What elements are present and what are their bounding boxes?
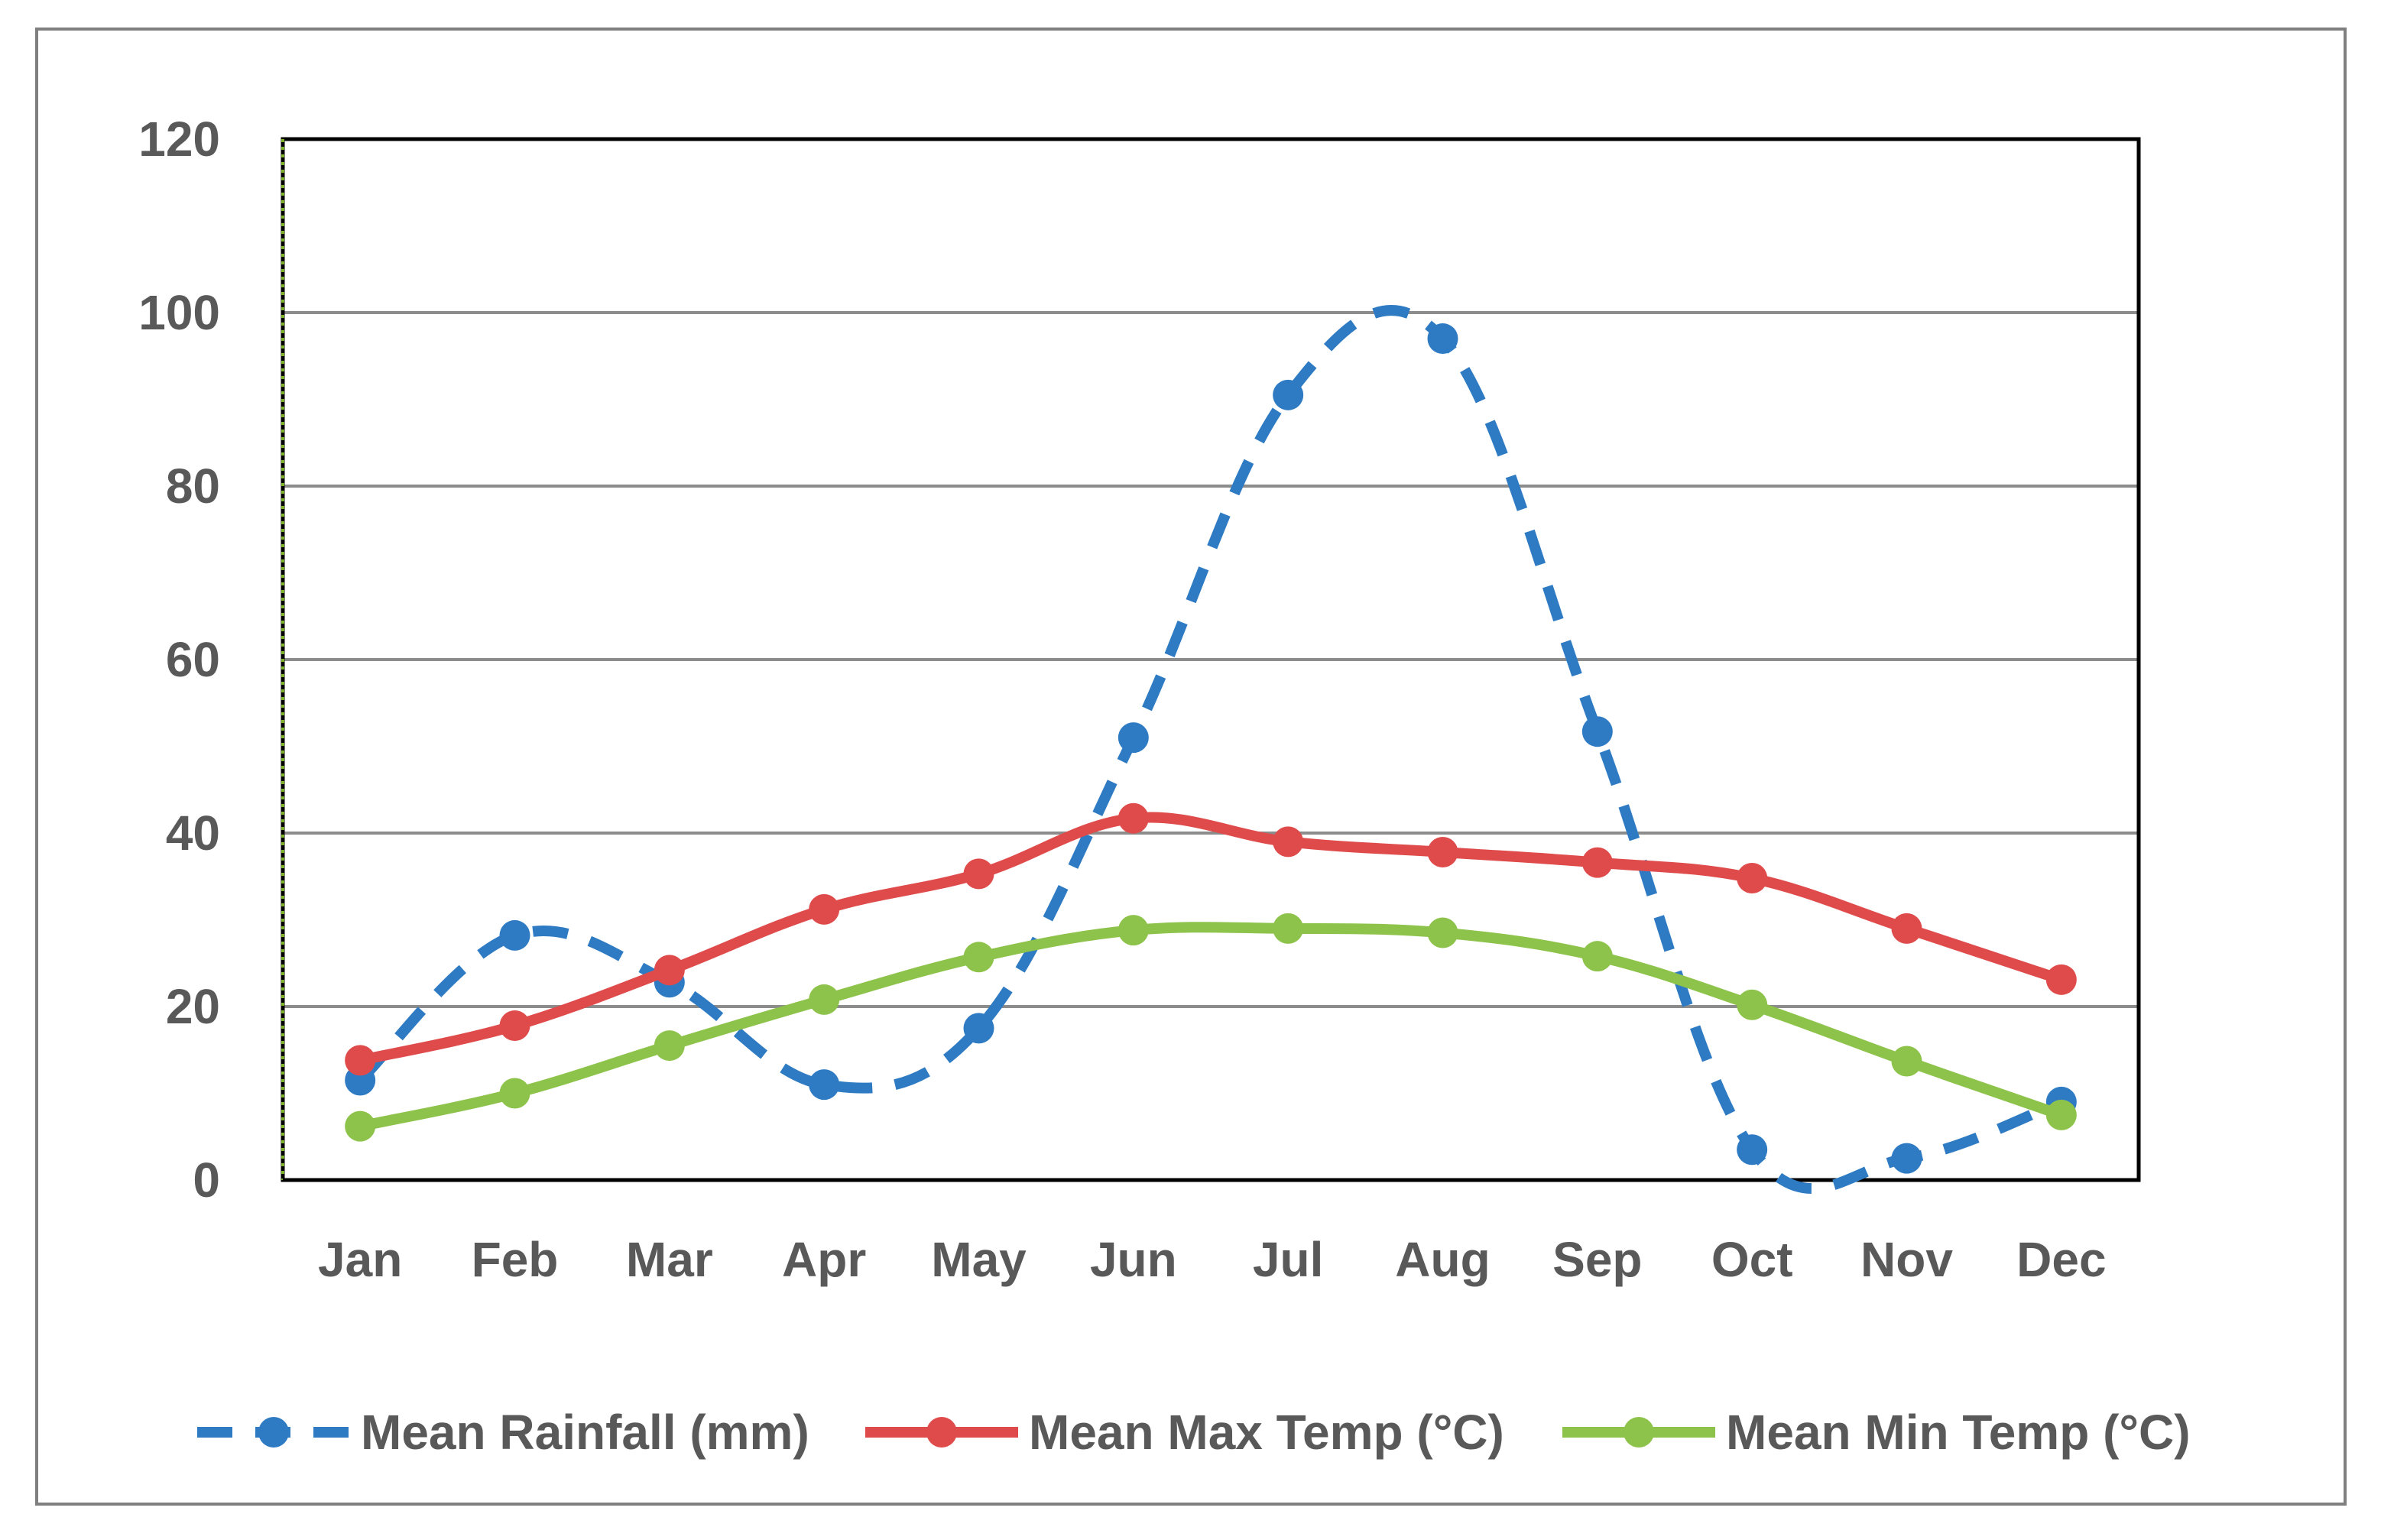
- point-1-may: [963, 1013, 994, 1044]
- point-3-aug: [1427, 917, 1458, 948]
- series: [345, 305, 2077, 1194]
- series-2: [345, 802, 2077, 1076]
- legend-item-3: Mean Min Temp (°C): [1562, 1405, 2191, 1460]
- x-tick-label-jul: Jul: [1253, 1232, 1323, 1287]
- y-tick-label-40: 40: [166, 806, 220, 861]
- y-tick-label-20: 20: [166, 979, 220, 1034]
- series-1: [345, 305, 2077, 1194]
- point-3-oct: [1737, 989, 1768, 1020]
- point-1-jul: [1273, 379, 1304, 410]
- point-2-feb: [499, 1010, 530, 1041]
- legend-label-2: Mean Max Temp (°C): [1029, 1405, 1504, 1460]
- legend: Mean Rainfall (mm) Mean Max Temp (°C) Mean…: [197, 1405, 2191, 1460]
- x-tick-label-sep: Sep: [1552, 1232, 1642, 1287]
- legend-label-3: Mean Min Temp (°C): [1726, 1405, 2191, 1460]
- x-tick-label-oct: Oct: [1711, 1232, 1793, 1287]
- point-3-jul: [1273, 913, 1304, 944]
- point-3-dec: [2045, 1099, 2077, 1130]
- series-3: [345, 913, 2077, 1142]
- point-2-aug: [1427, 836, 1458, 867]
- point-1-apr: [809, 1069, 840, 1101]
- point-2-jul: [1273, 826, 1304, 858]
- gridlines: [283, 311, 2139, 1008]
- point-3-jan: [345, 1110, 376, 1142]
- chart-frame: [35, 28, 2347, 1506]
- point-2-oct: [1737, 863, 1768, 894]
- point-3-nov: [1891, 1046, 1922, 1077]
- point-1-aug: [1427, 323, 1458, 355]
- point-2-apr: [809, 893, 840, 925]
- y-tick-label-0: 0: [193, 1153, 220, 1208]
- y-tick-label-80: 80: [166, 459, 220, 514]
- x-tick-label-mar: Mar: [626, 1232, 713, 1287]
- legend-label-1: Mean Rainfall (mm): [361, 1405, 809, 1460]
- legend-item-1: Mean Rainfall (mm): [197, 1405, 809, 1460]
- point-2-dec: [2045, 964, 2077, 995]
- point-2-jun: [1118, 802, 1149, 834]
- legend-item-2: Mean Max Temp (°C): [865, 1405, 1504, 1460]
- y-tick-labels: 0 20 40 60 80 100 120: [138, 112, 220, 1208]
- series-line-2: [355, 812, 2067, 1066]
- y-tick-label-120: 120: [138, 112, 220, 167]
- point-3-sep: [1581, 941, 1613, 972]
- series-line-1: [356, 305, 2064, 1194]
- x-tick-label-jun: Jun: [1090, 1232, 1177, 1287]
- axes: [281, 137, 2141, 1182]
- point-1-feb: [499, 919, 530, 951]
- point-3-mar: [654, 1030, 685, 1062]
- point-3-jun: [1118, 915, 1149, 946]
- point-2-jan: [345, 1045, 376, 1076]
- legend-marker-1: [258, 1417, 289, 1448]
- x-tick-label-feb: Feb: [472, 1232, 559, 1287]
- point-2-nov: [1891, 913, 1922, 944]
- point-1-nov: [1891, 1143, 1922, 1174]
- x-tick-label-jan: Jan: [318, 1232, 402, 1287]
- legend-marker-2: [926, 1417, 957, 1448]
- x-tick-labels: Jan Feb Mar Apr May Jun Jul Aug Sep Oct Nov Dec: [318, 1232, 2107, 1287]
- point-3-apr: [809, 984, 840, 1015]
- x-tick-label-may: May: [931, 1232, 1027, 1287]
- point-1-oct: [1737, 1134, 1768, 1166]
- point-3-may: [963, 942, 994, 973]
- point-3-feb: [499, 1078, 530, 1109]
- x-tick-label-nov: Nov: [1860, 1232, 1953, 1287]
- point-1-sep: [1581, 716, 1613, 747]
- point-2-may: [963, 858, 994, 890]
- x-tick-label-apr: Apr: [782, 1232, 866, 1287]
- x-tick-label-aug: Aug: [1395, 1232, 1490, 1287]
- point-2-mar: [654, 955, 685, 986]
- y-tick-label-60: 60: [166, 632, 220, 687]
- y-tick-label-100: 100: [138, 285, 220, 340]
- legend-marker-3: [1624, 1417, 1654, 1448]
- point-2-sep: [1581, 847, 1613, 878]
- x-tick-label-dec: Dec: [2016, 1232, 2106, 1287]
- point-1-jun: [1118, 722, 1149, 754]
- series-line-3: [355, 922, 2067, 1132]
